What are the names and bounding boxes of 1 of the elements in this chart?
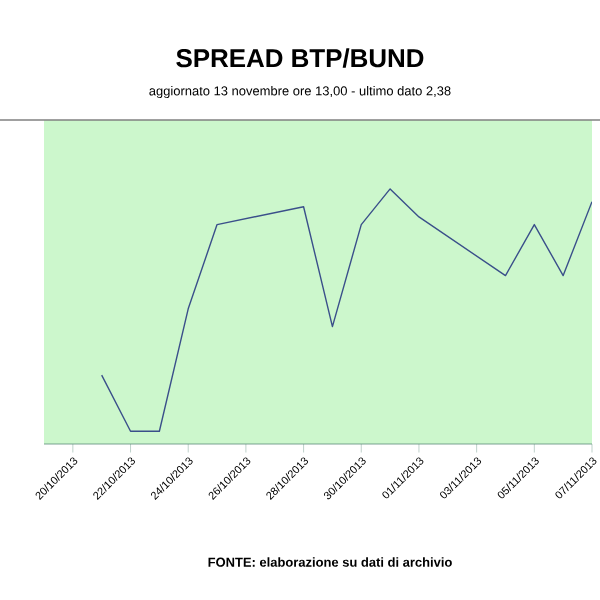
chart-title: SPREAD BTP/BUND bbox=[176, 48, 424, 68]
